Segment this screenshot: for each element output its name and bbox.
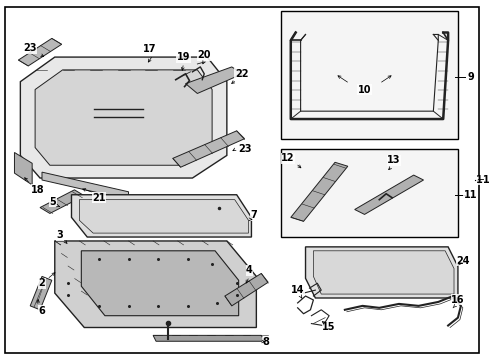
Polygon shape [72, 195, 251, 237]
Polygon shape [55, 241, 256, 328]
Bar [281, 11, 458, 139]
Text: 11: 11 [464, 190, 477, 200]
Text: 24: 24 [456, 256, 469, 266]
Text: 21: 21 [92, 193, 106, 203]
Text: 6: 6 [39, 306, 46, 316]
Bar [281, 149, 458, 237]
Polygon shape [79, 200, 248, 233]
Polygon shape [291, 162, 348, 221]
Text: 2: 2 [39, 278, 46, 288]
Text: 3: 3 [56, 230, 63, 240]
Polygon shape [30, 276, 52, 310]
Text: 10: 10 [358, 85, 371, 95]
Polygon shape [40, 190, 84, 213]
Text: 18: 18 [31, 185, 45, 195]
Text: 19: 19 [177, 52, 190, 62]
Text: 13: 13 [387, 155, 401, 165]
Text: 14: 14 [291, 285, 304, 295]
Text: 12: 12 [281, 153, 294, 163]
Polygon shape [15, 153, 32, 185]
Polygon shape [42, 172, 128, 200]
Text: 8: 8 [263, 337, 270, 347]
Text: 15: 15 [322, 323, 336, 333]
Text: 1: 1 [476, 175, 483, 185]
Polygon shape [355, 175, 423, 215]
Polygon shape [153, 336, 264, 341]
Polygon shape [35, 70, 212, 165]
Text: 5: 5 [49, 197, 56, 207]
Text: ─1: ─1 [477, 175, 489, 185]
Text: 16: 16 [451, 295, 465, 305]
Text: 23: 23 [238, 144, 251, 153]
Text: 4: 4 [246, 265, 253, 275]
Text: 9: 9 [467, 72, 474, 82]
Polygon shape [186, 67, 243, 94]
Polygon shape [19, 39, 62, 66]
Text: 20: 20 [197, 50, 211, 60]
Polygon shape [173, 131, 245, 167]
Polygon shape [81, 251, 239, 316]
Text: 7: 7 [250, 210, 257, 220]
Polygon shape [225, 273, 268, 306]
Text: 22: 22 [235, 69, 248, 79]
Polygon shape [306, 247, 458, 298]
Polygon shape [314, 251, 454, 294]
Text: 17: 17 [144, 44, 157, 54]
Polygon shape [21, 57, 227, 178]
Text: 23: 23 [24, 43, 37, 53]
